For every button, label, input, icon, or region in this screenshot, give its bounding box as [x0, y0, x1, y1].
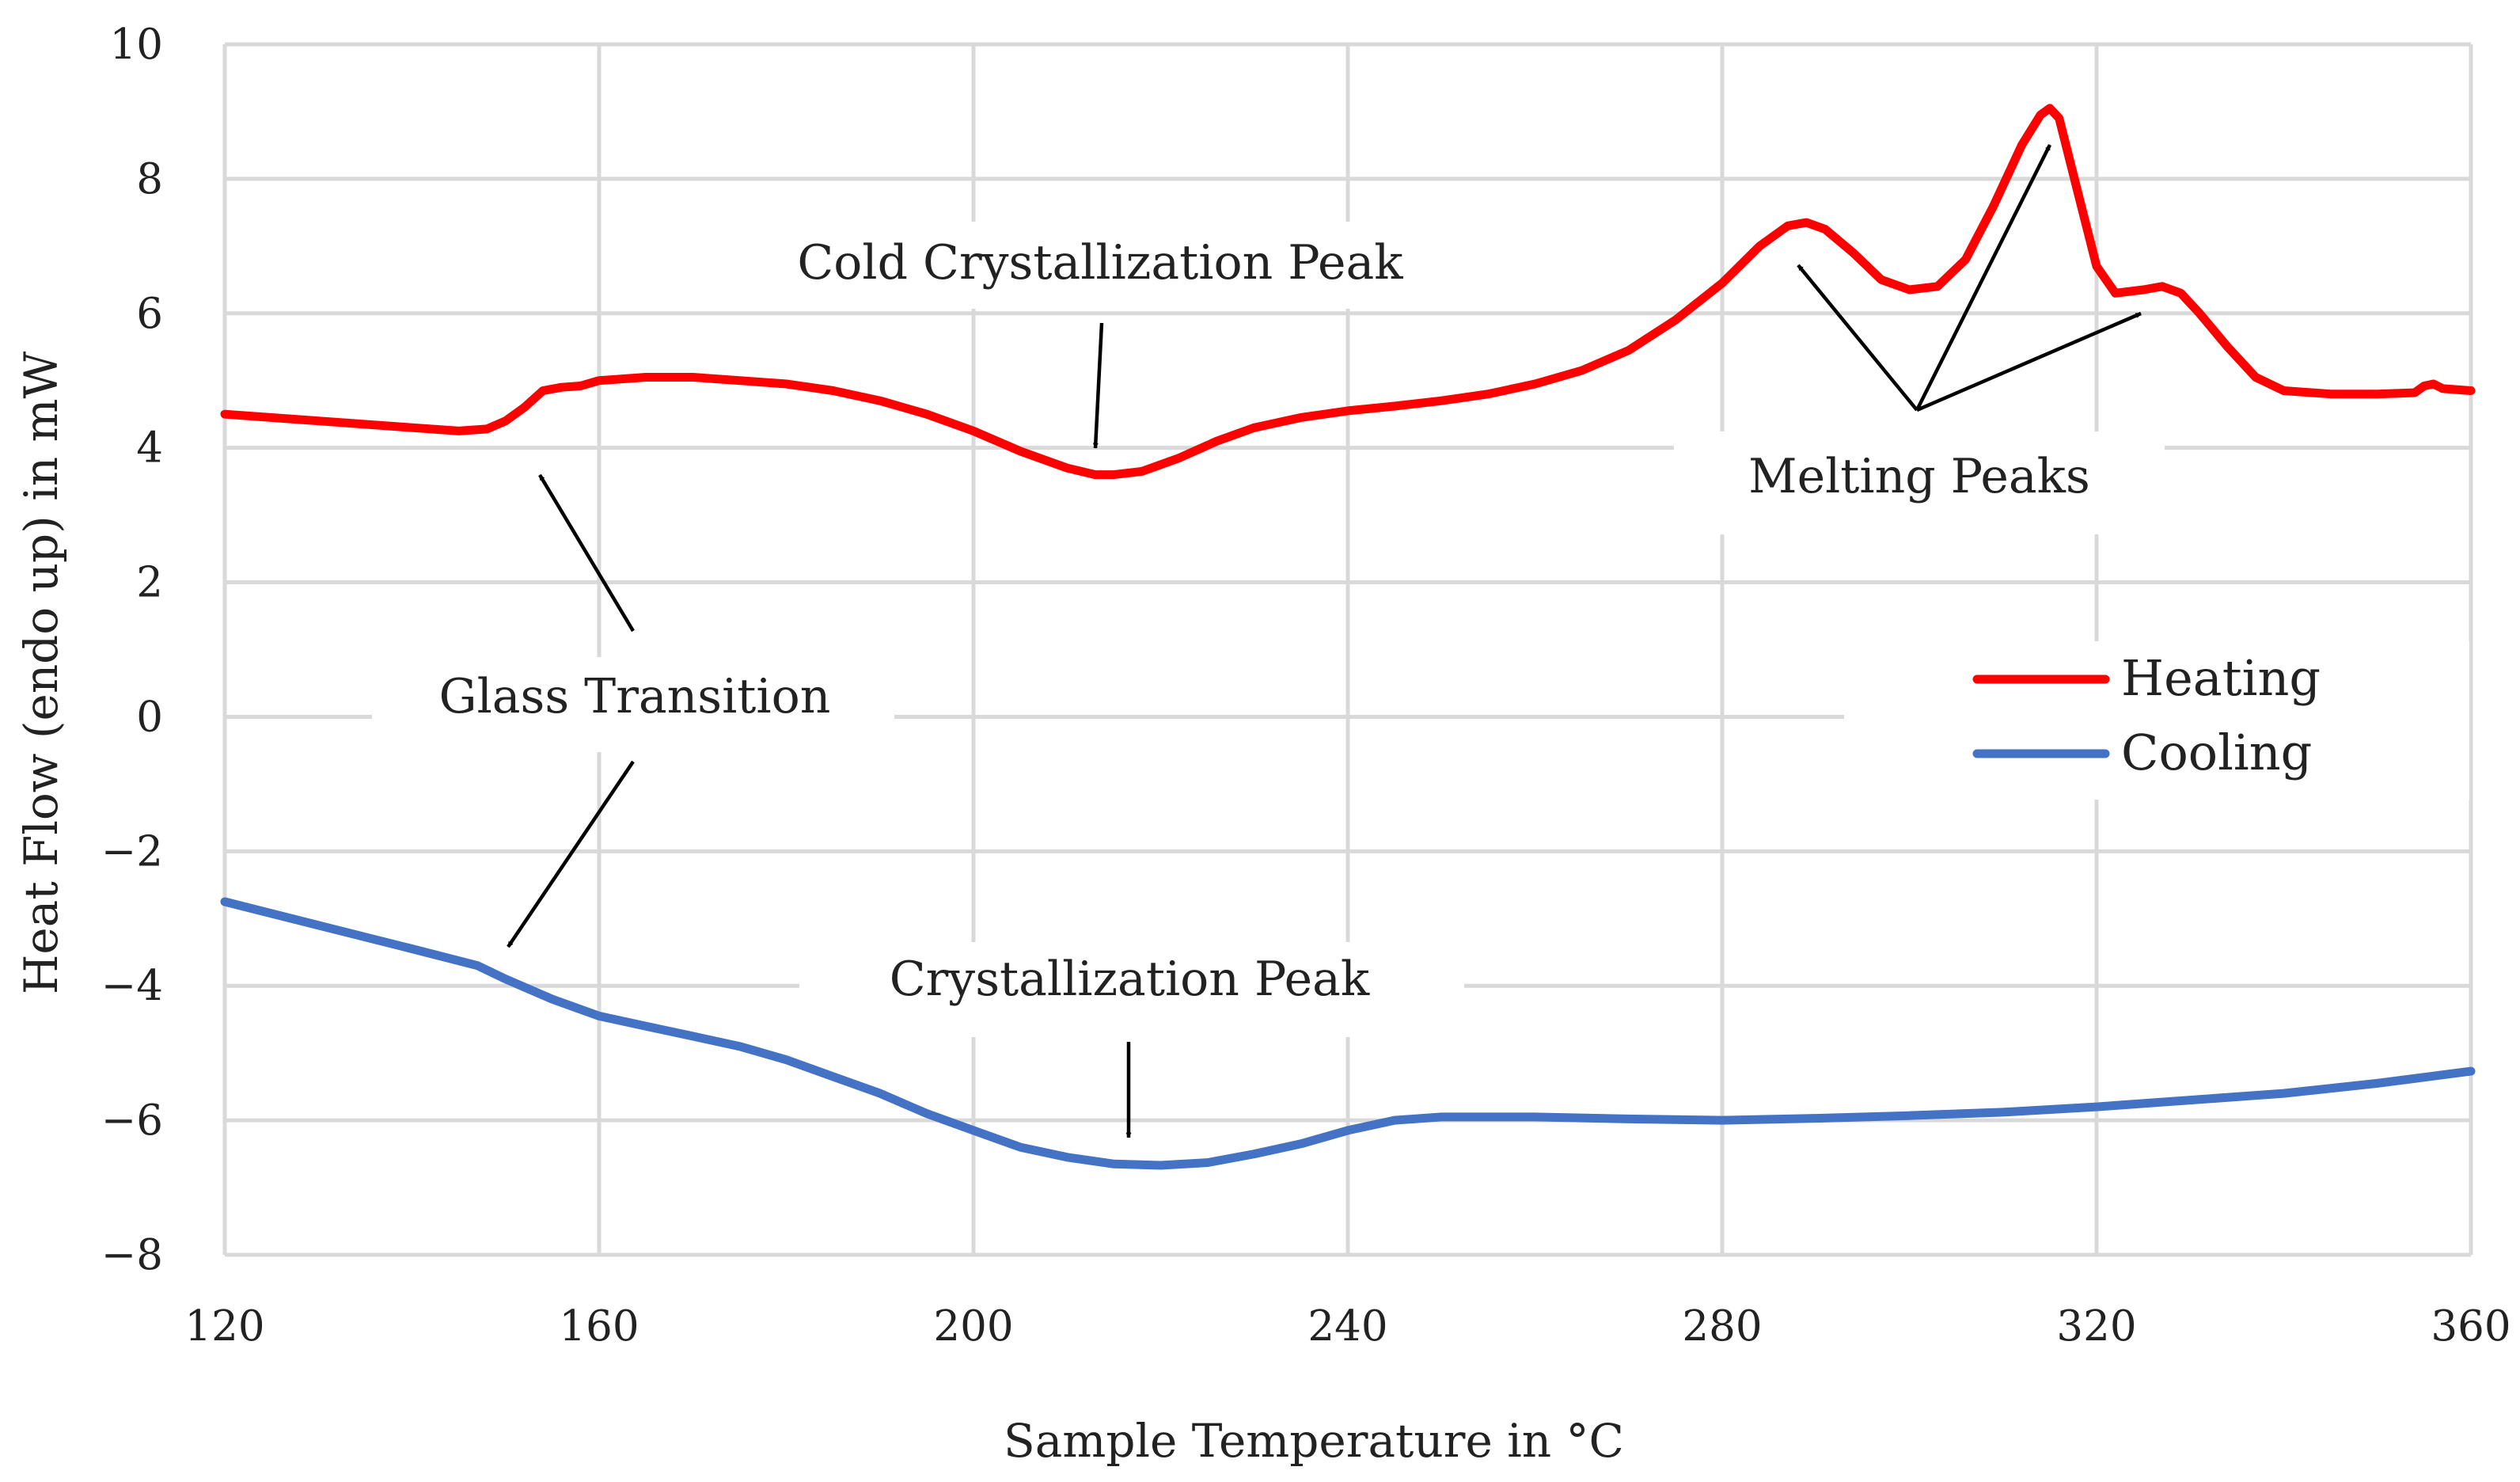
x-tick-label: 200 [933, 1302, 1013, 1351]
annotation-label-background [712, 222, 1488, 309]
legend-label-heating: Heating [2121, 649, 2321, 707]
y-tick-label: −4 [101, 962, 163, 1010]
annotation-glass-transition: Glass Transition [439, 669, 831, 724]
tick-labels: −8 −6 −4 −2 0 2 4 6 8 10 120 160 200 240 280 320 360 [101, 21, 2511, 1351]
y-tick-label: 6 [136, 290, 163, 338]
legend-label-cooling: Cooling [2121, 724, 2312, 781]
annotation-backgrounds [372, 222, 2165, 1037]
series-cooling-line [220, 897, 2476, 1170]
annotation-cold-crystallization: Cold Crystallization Peak [797, 235, 1403, 291]
arrow-glass-transition-heating [538, 473, 635, 633]
x-tick-label: 120 [184, 1302, 264, 1351]
y-tick-label: 0 [136, 693, 163, 741]
annotation-label-background [799, 942, 1464, 1037]
x-tick-label: 320 [2056, 1302, 2136, 1351]
series-heating-line [220, 104, 2476, 480]
y-axis-title: Heat Flow (endo up) in mW [14, 351, 68, 994]
annotation-melting-peaks: Melting Peaks [1748, 449, 2090, 504]
grid [222, 42, 2473, 1257]
arrow-melting-peak-2 [1915, 143, 2052, 412]
y-tick-label: −8 [101, 1231, 163, 1279]
arrow-cold-crystallization [1092, 322, 1104, 449]
annotation-label-background [372, 657, 894, 752]
y-tick-label: −6 [101, 1096, 163, 1145]
arrow-melting-peak-1 [1797, 264, 1918, 412]
legend-background [1844, 641, 2469, 800]
y-tick-label: 4 [136, 424, 163, 473]
annotation-crystallization: Crystallization Peak [890, 952, 1370, 1007]
y-tick-label: 2 [136, 559, 163, 607]
y-tick-label: 10 [110, 21, 163, 69]
x-axis-title: Sample Temperature in °C [1004, 1414, 1624, 1468]
arrow-glass-transition-cooling [507, 760, 635, 948]
legend: Heating Cooling [1972, 649, 2321, 781]
x-tick-label: 160 [559, 1302, 639, 1351]
y-tick-label: −2 [101, 827, 163, 876]
x-tick-label: 360 [2431, 1302, 2511, 1351]
y-tick-label: 8 [136, 155, 163, 203]
x-tick-label: 240 [1307, 1302, 1387, 1351]
series [220, 104, 2476, 1170]
arrow-melting-peak-3 [1916, 311, 2142, 412]
x-tick-label: 280 [1682, 1302, 1762, 1351]
annotations: Cold Crystallization Peak Melting Peaks … [439, 143, 2142, 1138]
annotation-label-background [1674, 431, 2165, 534]
